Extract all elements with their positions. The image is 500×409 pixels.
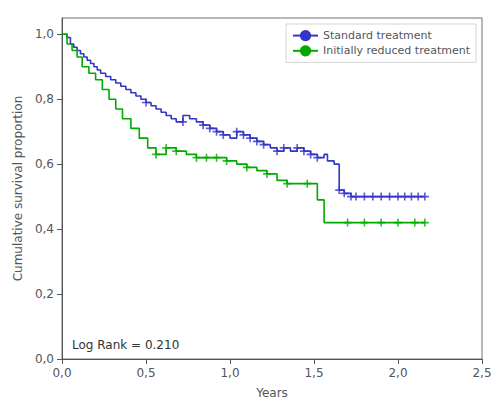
- svg-text:0,2: 0,2: [35, 287, 54, 301]
- svg-text:1,0: 1,0: [220, 366, 239, 380]
- svg-text:0,8: 0,8: [35, 92, 54, 106]
- svg-text:1,0: 1,0: [35, 27, 54, 41]
- svg-text:0,4: 0,4: [35, 222, 54, 236]
- svg-text:2,0: 2,0: [388, 366, 407, 380]
- svg-text:2,5: 2,5: [472, 366, 491, 380]
- svg-text:Log Rank = 0.210: Log Rank = 0.210: [72, 338, 179, 352]
- svg-text:Cumulative survival proportion: Cumulative survival proportion: [11, 96, 25, 282]
- svg-text:1,5: 1,5: [304, 366, 323, 380]
- svg-text:0,5: 0,5: [136, 366, 155, 380]
- svg-text:0,0: 0,0: [35, 352, 54, 366]
- svg-text:Initially reduced treatment: Initially reduced treatment: [323, 44, 471, 57]
- svg-text:Years: Years: [255, 386, 288, 400]
- svg-text:0,0: 0,0: [52, 366, 71, 380]
- svg-text:Standard treatment: Standard treatment: [323, 29, 432, 42]
- svg-text:0,6: 0,6: [35, 157, 54, 171]
